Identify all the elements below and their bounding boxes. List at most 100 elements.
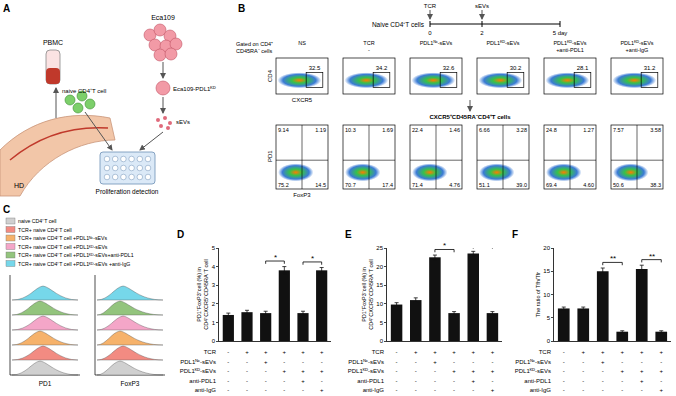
svg-text:*: * [274,253,277,262]
svg-text:**: ** [610,254,616,263]
svg-text:+anti-PDL1: +anti-PDL1 [556,47,584,53]
svg-text:5 day: 5 day [553,30,568,36]
svg-text:10: 10 [543,292,550,298]
svg-text:39.0: 39.0 [516,182,527,188]
svg-text:5: 5 [380,320,384,326]
svg-text:7.57: 7.57 [613,127,624,133]
svg-text:D: D [177,229,184,240]
svg-text:3: 3 [212,282,216,288]
svg-text:B: B [238,3,245,14]
svg-text:CD4: CD4 [267,69,273,82]
svg-text:CXCR5⁺CD45RA⁻CD4⁺T cells: CXCR5⁺CD45RA⁻CD4⁺T cells [429,114,511,120]
svg-text:15: 15 [543,268,550,274]
svg-text:+anti-IgG: +anti-IgG [626,47,649,53]
svg-text:TCR+ naive CD4⁺T cell +PDL1ᴷᴰ-: TCR+ naive CD4⁺T cell +PDL1ᴷᴰ-sEVs+anti-… [18,252,134,258]
svg-text:25: 25 [376,245,383,251]
svg-text:4: 4 [212,264,216,270]
svg-text:FoxP3: FoxP3 [121,380,140,387]
svg-text:9.14: 9.14 [278,127,289,133]
svg-text:1.69: 1.69 [382,127,393,133]
svg-text:Proliferation detection: Proliferation detection [96,188,159,195]
svg-text:5: 5 [212,245,216,251]
svg-text:0: 0 [428,30,432,36]
svg-text:5: 5 [547,315,551,321]
svg-text:1: 1 [212,320,216,326]
svg-text:0: 0 [547,338,551,344]
svg-text:31.2: 31.2 [644,65,656,71]
svg-text:1.27: 1.27 [583,127,594,133]
svg-text:CXCR5: CXCR5 [292,97,313,103]
svg-text:HD: HD [14,182,24,189]
svg-text:PDL1ᴷᴰ-sEVs: PDL1ᴷᴰ-sEVs [486,40,519,46]
svg-text:E: E [345,229,352,240]
svg-text:38.3: 38.3 [650,182,661,188]
svg-text:20: 20 [376,264,383,270]
svg-text:51.1: 51.1 [479,182,490,188]
svg-text:71.4: 71.4 [412,182,423,188]
svg-text:TCR+ naive CD4⁺T cell +PDL1ᴺᶜ-: TCR+ naive CD4⁺T cell +PDL1ᴺᶜ-sEVs [18,235,107,241]
svg-text:PDL1ᴷᴰ-sEVs: PDL1ᴷᴰ-sEVs [553,40,586,46]
svg-text:0: 0 [380,338,384,344]
svg-text:69.4: 69.4 [546,182,557,188]
svg-text:PBMC: PBMC [43,39,63,46]
svg-text:Gated on CD4⁺: Gated on CD4⁺ [236,41,273,47]
svg-text:Eca109-PDL1ᴷᴰ: Eca109-PDL1ᴷᴰ [173,86,216,92]
svg-text:2: 2 [480,30,484,36]
svg-text:NS: NS [298,40,306,46]
svg-text:4.76: 4.76 [449,182,460,188]
svg-text:TCR+ naive CD4⁺T cell +PDL1ᴷᴰ-: TCR+ naive CD4⁺T cell +PDL1ᴷᴰ-sEVs +anti… [18,261,130,267]
svg-text:PD1: PD1 [267,150,273,162]
svg-text:TCR+ naive CD4⁺T cell +PDL1ᴷᴰ-: TCR+ naive CD4⁺T cell +PDL1ᴷᴰ-sEVs [18,244,108,250]
svg-text:Eca109: Eca109 [151,14,175,21]
svg-text:C: C [3,204,10,215]
svg-text:Naive CD4⁺T cells: Naive CD4⁺T cells [372,21,425,28]
svg-text:The ratio of Tfh/Tfr: The ratio of Tfh/Tfr [535,272,541,318]
svg-text:2: 2 [212,301,216,307]
svg-text:-: - [368,47,370,53]
svg-text:3.28: 3.28 [516,127,527,133]
svg-text:CD45RA⁻ cells: CD45RA⁻ cells [236,48,272,54]
svg-text:sEVs: sEVs [176,119,190,125]
svg-text:4.60: 4.60 [583,182,594,188]
svg-text:PDL1ᴷᴰ-sEVs: PDL1ᴷᴰ-sEVs [620,40,653,46]
svg-text:28.1: 28.1 [577,65,589,71]
svg-text:TCR+ naive CD4⁺T cell: TCR+ naive CD4⁺T cell [18,227,72,233]
svg-text:naive CD4⁺T cell: naive CD4⁺T cell [62,88,106,94]
svg-text:17.4: 17.4 [382,182,393,188]
svg-text:PD1: PD1 [39,380,52,387]
svg-text:sEVs: sEVs [475,3,489,9]
svg-text:14.5: 14.5 [315,182,326,188]
html-text:PDL1ᴷᴰ-sEVs: PDL1ᴷᴰ-sEVs [179,368,216,375]
svg-text:PD1⁺FoxP3⁺cell (%) inCD4⁺CXCR5: PD1⁺FoxP3⁺cell (%) inCD4⁺CXCR5⁺CD45RA⁻T … [196,259,209,329]
svg-text:3.58: 3.58 [650,127,661,133]
svg-text:PD1⁺FoxP3⁻cell (%) inCD4⁺CXCR5: PD1⁺FoxP3⁻cell (%) inCD4⁺CXCR5⁺CD45RA⁻T … [361,259,374,329]
svg-text:50.6: 50.6 [613,182,624,188]
svg-text:0: 0 [212,338,216,344]
svg-text:FoxP3: FoxP3 [293,192,311,198]
svg-text:A: A [3,3,10,14]
svg-text:10: 10 [376,301,383,307]
svg-text:70.7: 70.7 [345,182,356,188]
svg-text:PDL1ᴺᶜ-sEVs: PDL1ᴺᶜ-sEVs [420,40,453,46]
svg-text:1.46: 1.46 [449,127,460,133]
svg-text:6.66: 6.66 [479,127,490,133]
svg-text:TCR: TCR [363,40,374,46]
svg-text:30.2: 30.2 [510,65,522,71]
svg-text:1.19: 1.19 [315,127,326,133]
svg-text:22.4: 22.4 [412,127,423,133]
svg-text:24.8: 24.8 [546,127,557,133]
svg-text:32.6: 32.6 [443,65,455,71]
svg-text:75.2: 75.2 [278,182,289,188]
svg-text:32.5: 32.5 [309,65,321,71]
svg-text:*: * [311,254,314,263]
svg-text:20: 20 [543,245,550,251]
svg-text:15: 15 [376,282,383,288]
svg-text:TCR: TCR [424,3,437,9]
svg-text:10.3: 10.3 [345,127,356,133]
svg-text:*: * [443,241,446,250]
svg-text:34.2: 34.2 [376,65,388,71]
html-text:PDL1ᴺᶜ-sEVs: PDL1ᴺᶜ-sEVs [180,358,216,365]
svg-text:F: F [512,229,518,240]
svg-text:**: ** [649,252,655,261]
svg-text:naive CD4⁺T cell: naive CD4⁺T cell [18,218,57,224]
